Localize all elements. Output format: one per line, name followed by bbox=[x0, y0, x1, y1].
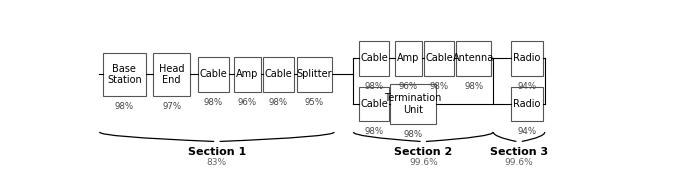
Text: Cable: Cable bbox=[425, 53, 453, 63]
Text: 83%: 83% bbox=[206, 158, 227, 167]
FancyBboxPatch shape bbox=[358, 41, 389, 76]
Text: 98%: 98% bbox=[365, 82, 384, 91]
Text: 96%: 96% bbox=[238, 98, 257, 107]
Text: 98%: 98% bbox=[430, 82, 449, 91]
Text: 94%: 94% bbox=[517, 82, 536, 91]
Text: Base
Station: Base Station bbox=[107, 64, 142, 85]
Text: 98%: 98% bbox=[204, 98, 223, 107]
FancyBboxPatch shape bbox=[511, 41, 542, 76]
FancyBboxPatch shape bbox=[153, 53, 190, 96]
FancyBboxPatch shape bbox=[358, 86, 389, 121]
FancyBboxPatch shape bbox=[103, 53, 146, 96]
Text: Radio: Radio bbox=[513, 99, 540, 109]
FancyBboxPatch shape bbox=[263, 57, 294, 92]
FancyBboxPatch shape bbox=[234, 57, 261, 92]
Text: Amp: Amp bbox=[237, 69, 259, 80]
Text: 98%: 98% bbox=[115, 102, 134, 111]
Text: Radio: Radio bbox=[513, 53, 540, 63]
FancyBboxPatch shape bbox=[390, 84, 436, 124]
FancyBboxPatch shape bbox=[424, 41, 454, 76]
Text: Section 2: Section 2 bbox=[394, 147, 452, 157]
Text: Cable: Cable bbox=[360, 53, 388, 63]
FancyBboxPatch shape bbox=[511, 86, 542, 121]
Text: Splitter: Splitter bbox=[297, 69, 332, 80]
FancyBboxPatch shape bbox=[395, 41, 421, 76]
Text: 98%: 98% bbox=[464, 82, 483, 91]
Text: 98%: 98% bbox=[269, 98, 288, 107]
FancyBboxPatch shape bbox=[456, 41, 491, 76]
Text: 98%: 98% bbox=[365, 127, 384, 136]
Text: 99.6%: 99.6% bbox=[409, 158, 438, 167]
Text: Cable: Cable bbox=[199, 69, 228, 80]
Text: 97%: 97% bbox=[162, 102, 181, 111]
Text: Cable: Cable bbox=[265, 69, 293, 80]
Text: Cable: Cable bbox=[360, 99, 388, 109]
Text: Antenna: Antenna bbox=[453, 53, 494, 63]
Text: Section 1: Section 1 bbox=[188, 147, 246, 157]
FancyBboxPatch shape bbox=[198, 57, 228, 92]
Text: Termination
Unit: Termination Unit bbox=[384, 93, 442, 115]
Text: 95%: 95% bbox=[304, 98, 324, 107]
Text: Head
End: Head End bbox=[159, 64, 184, 85]
Text: 94%: 94% bbox=[517, 127, 536, 136]
Text: 99.6%: 99.6% bbox=[505, 158, 533, 167]
Text: 98%: 98% bbox=[403, 130, 423, 139]
Text: Amp: Amp bbox=[397, 53, 419, 63]
FancyBboxPatch shape bbox=[297, 57, 332, 92]
Text: Section 3: Section 3 bbox=[490, 147, 548, 157]
Text: 96%: 96% bbox=[398, 82, 418, 91]
